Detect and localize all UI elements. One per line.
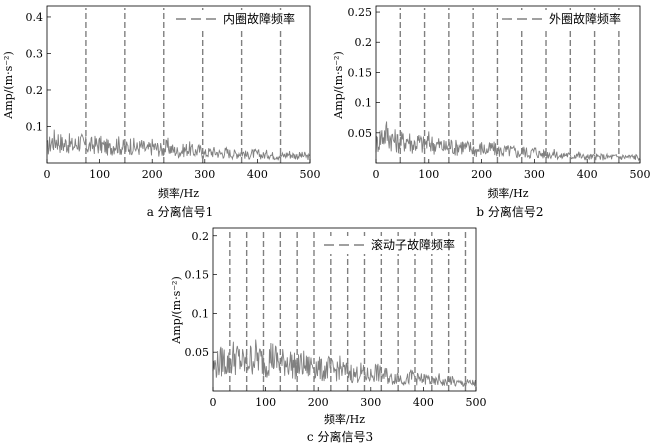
x-axis-label: 频率/Hz: [324, 412, 365, 426]
axes-frame: [212, 227, 477, 392]
x-tick-label: 500: [466, 396, 487, 409]
x-tick-label: 300: [524, 168, 545, 181]
caption-b: b 分离信号2: [476, 204, 543, 219]
x-tick-label: 200: [142, 168, 163, 181]
x-tick-label: 100: [255, 396, 276, 409]
legend-label: 滚动子故障频率: [371, 237, 455, 252]
y-axis-label: Amp/(m·s⁻²): [2, 51, 15, 120]
x-tick-label: 300: [360, 396, 381, 409]
x-tick-label: 500: [630, 168, 650, 181]
legend-box: [172, 10, 298, 28]
y-axis-label: Amp/(m·s⁻²): [332, 51, 345, 120]
y-tick-label: 0.15: [348, 66, 373, 79]
x-tick-label: 400: [247, 168, 268, 181]
panel-b: 0 100 200 300 400 500 0.05 0.1 0.15 0.2 0.25 频率/Hz A…: [332, 5, 650, 219]
y-tick-label: 0.3: [26, 47, 44, 60]
spectrum-line: [375, 121, 640, 162]
y-tick-label: 0.05: [185, 346, 210, 359]
plot-area-b: 0 100 200 300 400 500 0.05 0.1 0.15 0.2 0.25 频率/Hz A…: [332, 5, 650, 200]
plot-area-a: 0 100 200 300 400 500 0.1 0.2 0.3 0.4 频率/Hz Amp/(m·…: [2, 5, 321, 200]
x-axis-label: 频率/Hz: [487, 186, 528, 200]
y-axis-label: Amp/(m·s⁻²): [170, 276, 183, 345]
x-axis-label: 频率/Hz: [158, 186, 199, 200]
spectrum-line: [46, 129, 310, 161]
y-tick-label: 0.1: [26, 120, 44, 133]
y-tick-label: 0.1: [355, 97, 373, 110]
y-tick-label: 0.4: [26, 11, 44, 24]
x-tick-label: 400: [413, 396, 434, 409]
x-tick-label: 0: [373, 168, 380, 181]
y-tick-label: 0.05: [348, 127, 373, 140]
caption-c: c 分离信号3: [307, 429, 373, 444]
x-tick-label: 0: [44, 168, 51, 181]
y-tick-label: 0.25: [348, 6, 373, 19]
y-tick-label: 0.2: [192, 230, 210, 243]
y-tick-label: 0.1: [192, 307, 210, 320]
x-tick-label: 200: [308, 396, 329, 409]
legend-label: 内圈故障频率: [223, 11, 295, 26]
y-tick-label: 0.2: [26, 84, 44, 97]
x-tick-label: 500: [300, 168, 321, 181]
legend-label: 外圈故障频率: [549, 11, 621, 26]
caption-a: a 分离信号1: [147, 204, 214, 219]
axes-frame: [46, 5, 311, 164]
plot-area-c: 0 100 200 300 400 500 0.05 0.1 0.15 0.2 频率/Hz Amp/(…: [170, 227, 487, 426]
y-tick-label: 0.2: [355, 36, 373, 49]
x-tick-label: 100: [418, 168, 439, 181]
y-tick-label: 0.15: [185, 269, 210, 282]
legend-box: [320, 236, 458, 254]
panel-c: 0 100 200 300 400 500 0.05 0.1 0.15 0.2 频率/Hz Amp/(…: [170, 227, 487, 444]
panel-a: 0 100 200 300 400 500 0.1 0.2 0.3 0.4 频率/Hz Amp/(m·…: [2, 5, 321, 219]
x-tick-label: 400: [577, 168, 598, 181]
x-tick-label: 100: [89, 168, 110, 181]
x-tick-label: 300: [194, 168, 215, 181]
spectrum-line: [212, 339, 476, 387]
x-tick-label: 0: [210, 396, 217, 409]
legend-box: [498, 10, 624, 28]
axes-frame: [375, 5, 641, 164]
x-tick-label: 200: [471, 168, 492, 181]
